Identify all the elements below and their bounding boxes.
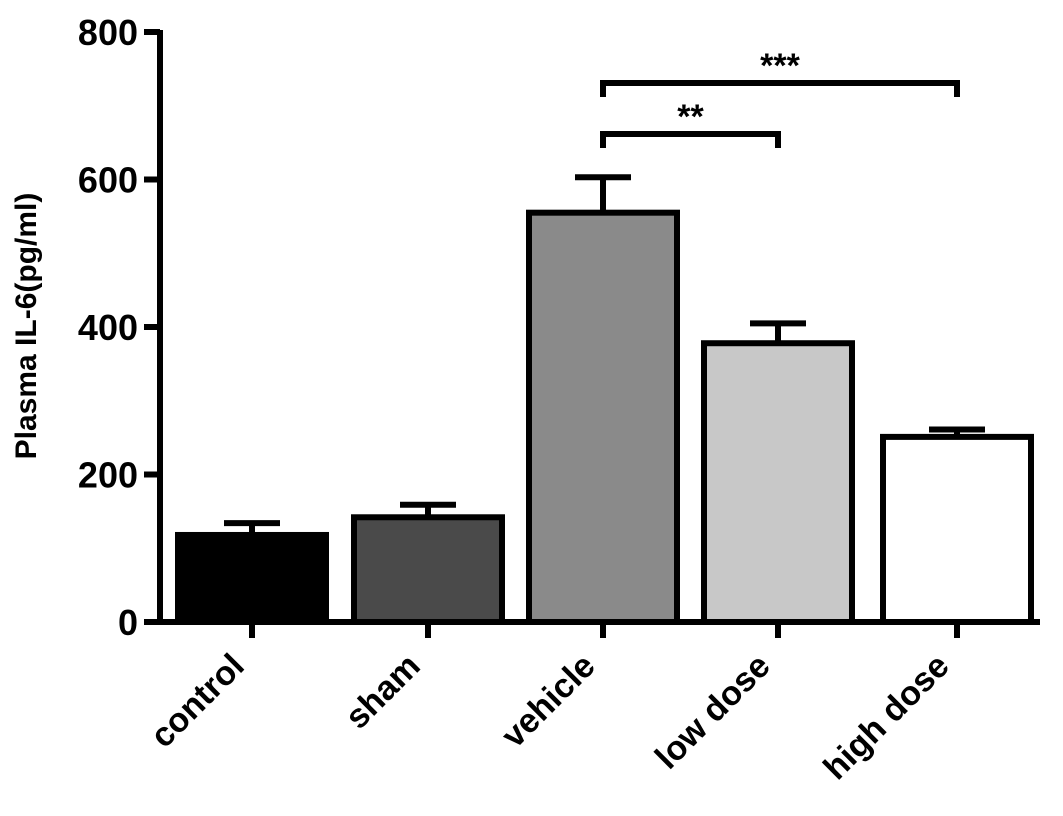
bar-vehicle	[526, 209, 680, 625]
x-tick-label-high-dose: high dose	[816, 647, 956, 787]
x-tick-label-sham: sham	[338, 647, 428, 737]
bar-high-dose	[880, 433, 1034, 626]
y-tick-label-600: 600	[78, 160, 138, 201]
significance-bracket-2	[600, 80, 960, 97]
significance-bracket-1	[600, 131, 781, 148]
x-tick-label-vehicle: vehicle	[494, 647, 602, 755]
x-tick-label-control: control	[143, 647, 251, 755]
x-tick-label-low-dose: low dose	[648, 647, 778, 777]
error-bars	[224, 174, 985, 535]
y-tick-label-800: 800	[78, 12, 138, 53]
significance-label-2: ***	[760, 47, 800, 85]
y-tick-label-200: 200	[78, 455, 138, 496]
y-axis-title: Plasma IL-6(pg/ml)	[10, 193, 43, 460]
bar-control	[175, 531, 329, 625]
y-tick-label-0: 0	[118, 602, 138, 643]
y-tick-label-400: 400	[78, 307, 138, 348]
bar-sham	[351, 514, 505, 626]
significance-brackets: *****	[600, 47, 960, 148]
significance-label-1: **	[677, 98, 704, 136]
bars	[175, 209, 1034, 626]
bar-low-dose	[701, 340, 855, 625]
